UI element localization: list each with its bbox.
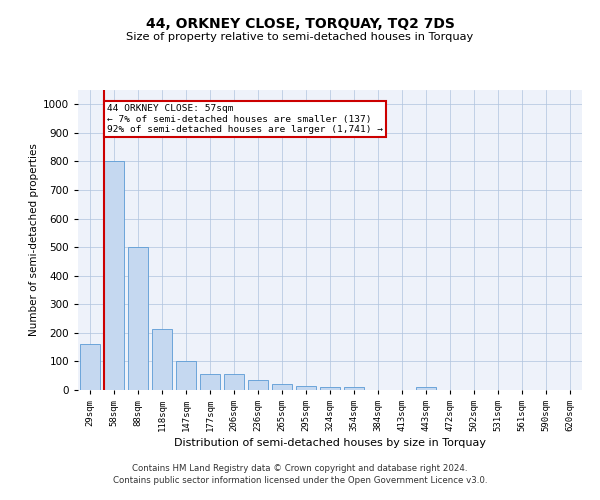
Bar <box>152 328 172 390</box>
Bar <box>128 247 148 390</box>
Text: Contains public sector information licensed under the Open Government Licence v3: Contains public sector information licen… <box>113 476 487 485</box>
Bar <box>416 387 436 390</box>
Text: 44, ORKNEY CLOSE, TORQUAY, TQ2 7DS: 44, ORKNEY CLOSE, TORQUAY, TQ2 7DS <box>146 18 454 32</box>
Bar <box>224 374 244 390</box>
Bar <box>200 374 220 390</box>
Bar <box>320 387 340 390</box>
Text: Size of property relative to semi-detached houses in Torquay: Size of property relative to semi-detach… <box>127 32 473 42</box>
Bar <box>80 344 100 390</box>
Bar <box>104 162 124 390</box>
Bar <box>248 380 268 390</box>
Text: 44 ORKNEY CLOSE: 57sqm
← 7% of semi-detached houses are smaller (137)
92% of sem: 44 ORKNEY CLOSE: 57sqm ← 7% of semi-deta… <box>107 104 383 134</box>
X-axis label: Distribution of semi-detached houses by size in Torquay: Distribution of semi-detached houses by … <box>174 438 486 448</box>
Y-axis label: Number of semi-detached properties: Number of semi-detached properties <box>29 144 38 336</box>
Bar <box>272 384 292 390</box>
Bar <box>344 387 364 390</box>
Bar <box>296 386 316 390</box>
Bar <box>176 362 196 390</box>
Text: Contains HM Land Registry data © Crown copyright and database right 2024.: Contains HM Land Registry data © Crown c… <box>132 464 468 473</box>
